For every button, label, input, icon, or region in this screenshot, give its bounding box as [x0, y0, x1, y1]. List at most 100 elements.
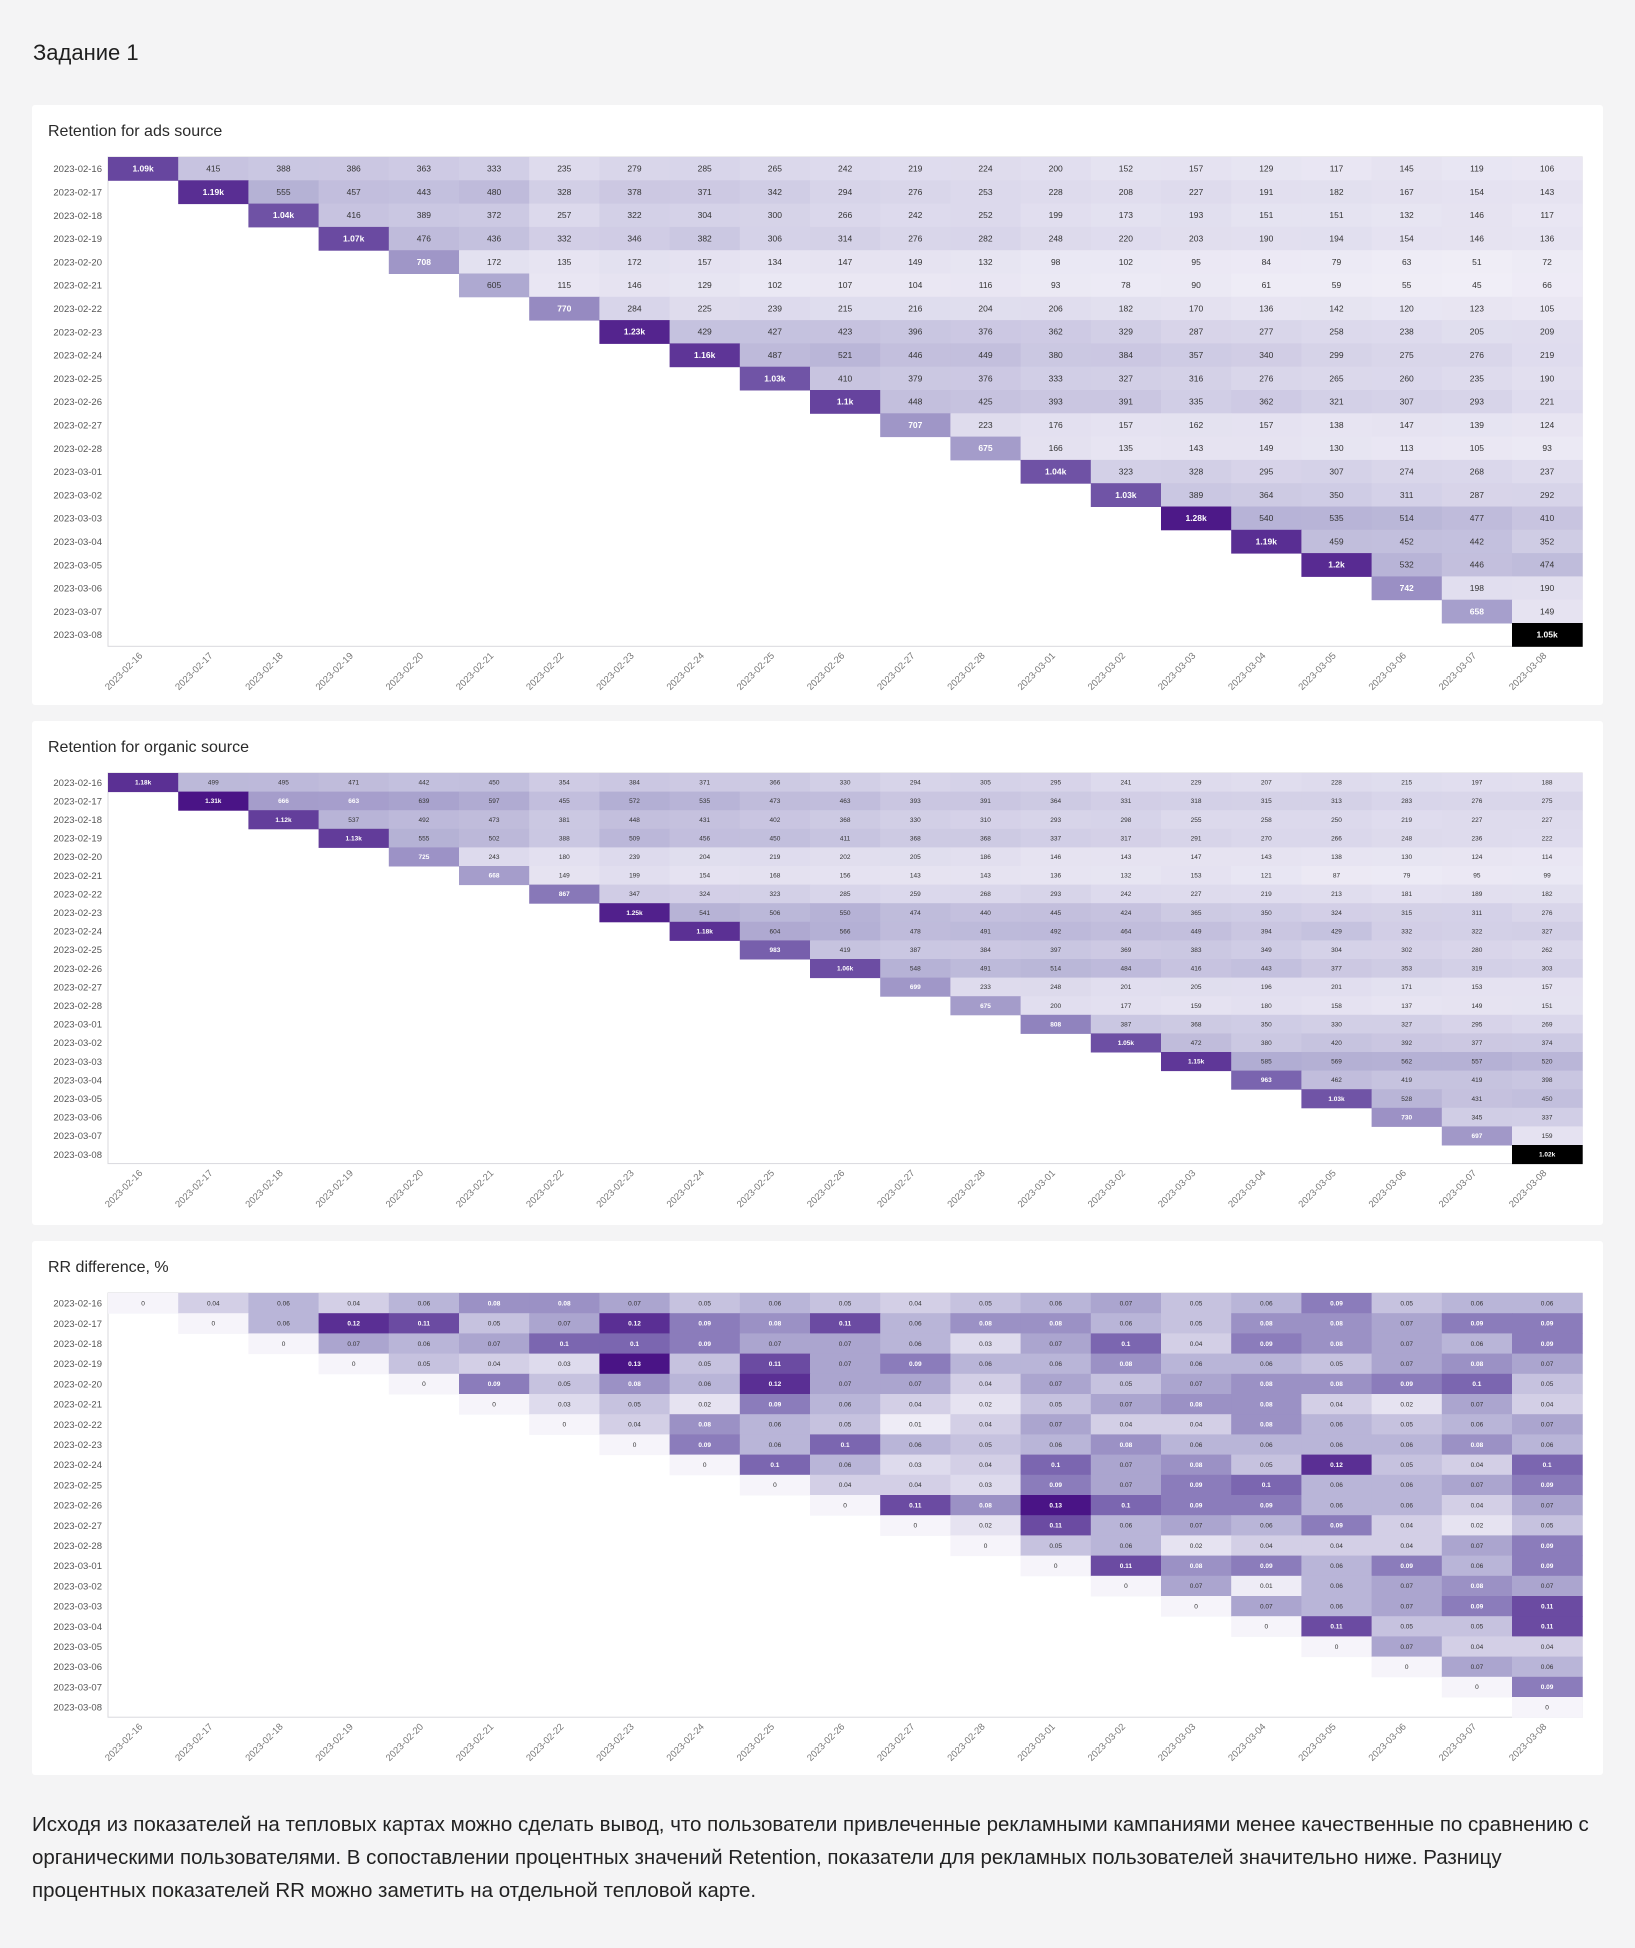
heatmap-cell [1512, 250, 1583, 274]
heatmap-cell [810, 203, 881, 228]
heatmap-cell-label: 55 [1402, 280, 1412, 290]
heatmap-cell-label: 305 [980, 780, 991, 787]
heatmap-cell-label: 450 [489, 780, 500, 787]
heatmap-cell-label: 0.07 [1471, 1482, 1484, 1489]
x-tick-label: 2023-02-27 [875, 1168, 917, 1210]
x-tick-label: 2023-03-08 [1507, 651, 1549, 693]
heatmap-cell [1512, 828, 1583, 848]
heatmap-cell-label: 368 [840, 817, 851, 824]
heatmap-cell-label: 0 [843, 1502, 847, 1509]
heatmap-plot-area: 1.09k 415 388 386 363 333 235 279 285 265 242 219 22… [53, 156, 1583, 693]
heatmap-cell [1441, 343, 1513, 368]
heatmap-cell-label: 316 [1189, 373, 1203, 383]
heatmap-cell [1371, 1515, 1443, 1536]
heatmap-cell [810, 296, 881, 321]
heatmap-cell [1090, 483, 1162, 507]
heatmap-cell-label: 258 [1261, 817, 1272, 824]
heatmap-cell-label: 0.08 [1049, 1321, 1062, 1328]
heatmap-plot-area: 0 0.04 0.06 0.04 0.06 0.08 0.08 0.07 0.05 0.06 0.0… [53, 1292, 1583, 1764]
heatmap-cell [669, 1373, 741, 1395]
heatmap-cell-label: 474 [910, 910, 921, 917]
heatmap-cell [950, 1394, 1022, 1415]
heatmap-cell-label: 478 [910, 928, 921, 935]
heatmap-cell-label: 219 [1261, 891, 1272, 898]
heatmap-cell [1371, 1414, 1443, 1435]
heatmap-cell-label: 276 [1259, 373, 1273, 383]
heatmap-cell [1090, 180, 1162, 205]
heatmap-cell-label: 102 [768, 280, 782, 290]
heatmap-cell [1512, 1033, 1583, 1053]
heatmap-cell [1161, 366, 1232, 391]
heatmap-cell [1020, 810, 1092, 830]
heatmap-cell [1441, 180, 1513, 205]
heatmap-cell [318, 180, 390, 205]
heatmap-cell-label: 0.09 [1260, 1341, 1273, 1348]
heatmap-cell-label: 250 [1331, 817, 1342, 824]
heatmap-cell [1020, 903, 1092, 923]
heatmap-cell [1301, 1414, 1373, 1435]
heatmap-cell [529, 1373, 600, 1395]
heatmap-cell-label: 330 [840, 780, 851, 787]
heatmap-cell [1020, 847, 1092, 867]
heatmap-cell-label: 540 [1259, 513, 1273, 523]
heatmap-cell-label: 0.02 [979, 1523, 992, 1530]
heatmap-cell-label: 0.09 [1330, 1523, 1343, 1530]
heatmap-cell [1301, 343, 1373, 368]
heatmap-cell [1512, 1394, 1583, 1415]
heatmap-cell [1441, 810, 1513, 830]
heatmap-cell-label: 242 [1120, 891, 1131, 898]
heatmap-cell [950, 940, 1022, 960]
heatmap-cell [1371, 977, 1443, 997]
heatmap-cell-label: 697 [1471, 1133, 1482, 1140]
heatmap-cell-label: 0.08 [558, 1300, 571, 1307]
heatmap-cell [1090, 1575, 1162, 1597]
heatmap-cell [599, 226, 671, 251]
heatmap-cell-label: 276 [1542, 910, 1553, 917]
heatmap-cell-label: 0.08 [698, 1422, 711, 1429]
heatmap-cell-label: 0.07 [347, 1341, 360, 1348]
x-tick-label: 2023-03-04 [1226, 651, 1268, 693]
heatmap-cell [1231, 1575, 1302, 1597]
y-tick-label: 2023-03-07 [53, 1131, 102, 1142]
heatmap-cell-label: 176 [1049, 420, 1063, 430]
heatmap-cell [178, 1293, 249, 1314]
heatmap-cell [739, 903, 811, 923]
heatmap-cell [1441, 390, 1513, 414]
x-tick-label: 2023-02-28 [945, 651, 987, 693]
y-tick-label: 2023-03-01 [53, 1561, 102, 1572]
heatmap-cell [1161, 847, 1232, 867]
heatmap-cell [739, 1394, 811, 1415]
heatmap-cell [1301, 1535, 1373, 1557]
heatmap-cell [880, 866, 951, 886]
heatmap-cell [1161, 157, 1232, 181]
heatmap-cell [1231, 996, 1302, 1016]
heatmap-cell-label: 0.07 [1190, 1523, 1203, 1530]
heatmap-cell-label: 332 [1401, 928, 1412, 935]
heatmap-cell [1512, 940, 1583, 960]
heatmap-cell [1371, 996, 1443, 1016]
heatmap-cell [739, 921, 811, 941]
heatmap-cell [880, 1515, 951, 1536]
heatmap-cell [1090, 320, 1162, 344]
heatmap-cell-label: 371 [699, 780, 710, 787]
heatmap-cell-label: 377 [1331, 966, 1342, 973]
heatmap-cell-label: 0.06 [1471, 1563, 1484, 1570]
heatmap-cell [108, 1293, 179, 1314]
heatmap-cell [1161, 1353, 1232, 1375]
heatmap-cell [950, 977, 1022, 997]
heatmap-cell-label: 227 [1471, 817, 1482, 824]
heatmap-cell [1020, 1333, 1092, 1355]
heatmap-cell-label: 314 [838, 234, 852, 244]
heatmap-cell-label: 182 [1329, 187, 1343, 197]
heatmap-cell [529, 1293, 600, 1314]
heatmap-cell-label: 170 [1189, 303, 1203, 313]
heatmap-cell-label: 313 [1331, 798, 1342, 805]
heatmap-cell-label: 597 [489, 798, 500, 805]
y-tick-label: 2023-02-23 [53, 1440, 102, 1451]
heatmap-cell [1231, 157, 1302, 181]
heatmap-cell-label: 304 [1331, 947, 1342, 954]
heatmap-cell [599, 320, 671, 344]
heatmap-cell-label: 259 [910, 891, 921, 898]
heatmap-cell-label: 499 [208, 780, 219, 787]
heatmap-cell [1301, 180, 1373, 205]
